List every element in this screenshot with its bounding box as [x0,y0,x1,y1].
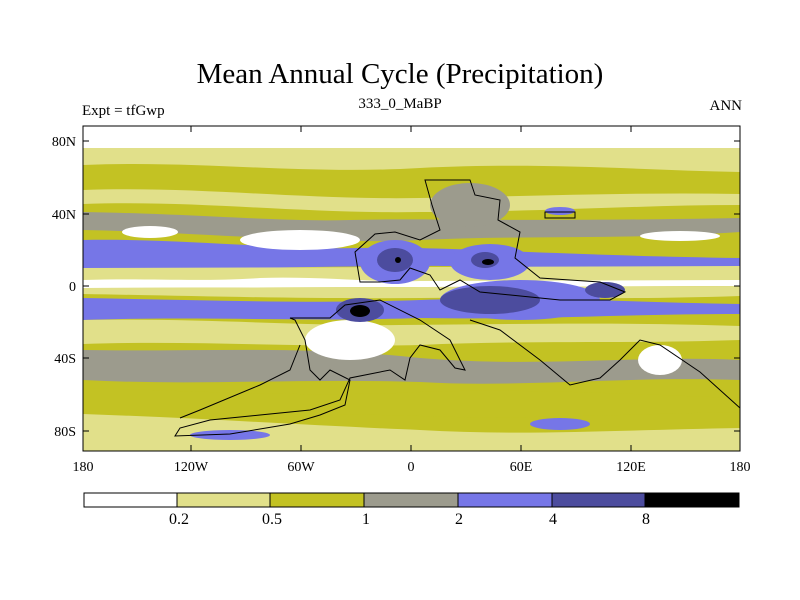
lon-tick-label: 60E [510,460,533,475]
legend-swatch [176,492,271,508]
midlat-light-band [83,189,740,213]
lat-tick-label: 40N [52,208,76,223]
blue-patch [545,207,575,215]
equator-white-band [83,277,740,288]
white-patch [638,345,682,375]
black-patch [350,305,370,317]
north-polar-band [83,126,740,148]
northern-landmass-outline [354,179,627,301]
lat-tick-label: 80N [52,135,76,150]
lat-tick-label: 0 [69,280,76,295]
season-label: ANN [709,98,743,114]
island-outline [544,211,576,219]
subtropic-gray-band [83,212,740,242]
lon-tick-label: 60W [287,460,315,475]
legend-label: 0.2 [169,511,189,528]
dark-blue-patch [585,282,625,298]
white-patch [122,226,178,238]
legend-swatch [363,492,459,508]
axis-ticks [83,126,740,451]
lon-tick-label: 120E [616,460,646,475]
lon-tick-label: 0 [408,460,415,475]
lat-tick-label: 80S [54,425,76,440]
blue-patch [530,418,590,430]
white-patch [240,230,360,250]
legend-label: 0.5 [262,511,282,528]
legend-label: 2 [455,511,463,528]
south-midlat-gray-band [83,349,740,384]
legend-label: 4 [549,511,557,528]
white-patch [305,320,395,360]
legend-swatch [83,492,178,508]
legend: 0.2 0.5 1 2 4 8 [83,492,740,528]
experiment-label: Expt = tfGwp [82,103,165,119]
blue-patch [190,430,270,440]
legend-label: 1 [362,511,370,528]
chart-title: Mean Annual Cycle (Precipitation) [196,58,604,90]
lon-tick-label: 180 [73,460,94,475]
eastern-margin-outline [469,319,741,409]
lon-tick-label: 120W [174,460,209,475]
north-light-band [83,148,740,172]
black-patch [395,257,401,263]
dark-blue-patch [440,286,540,314]
continent-outlines [174,179,741,437]
south-polar-light-band [83,414,740,451]
legend-swatch [269,492,365,508]
precip-field [83,126,740,451]
white-patch [640,231,720,241]
gray-patch [430,183,510,227]
legend-swatch [551,492,646,508]
black-patch [482,259,494,265]
western-margin-outline [179,344,301,419]
legend-label: 8 [642,511,650,528]
south-subtropic-light-band [83,319,740,346]
lat-tick-label: 40S [54,352,76,367]
lon-tick-label: 180 [730,460,751,475]
period-label: 333_0_MaBP [358,96,442,112]
south-olive-band [83,388,740,418]
southern-landmass-outline [174,299,466,437]
legend-swatch [457,492,553,508]
legend-swatch [644,492,740,508]
